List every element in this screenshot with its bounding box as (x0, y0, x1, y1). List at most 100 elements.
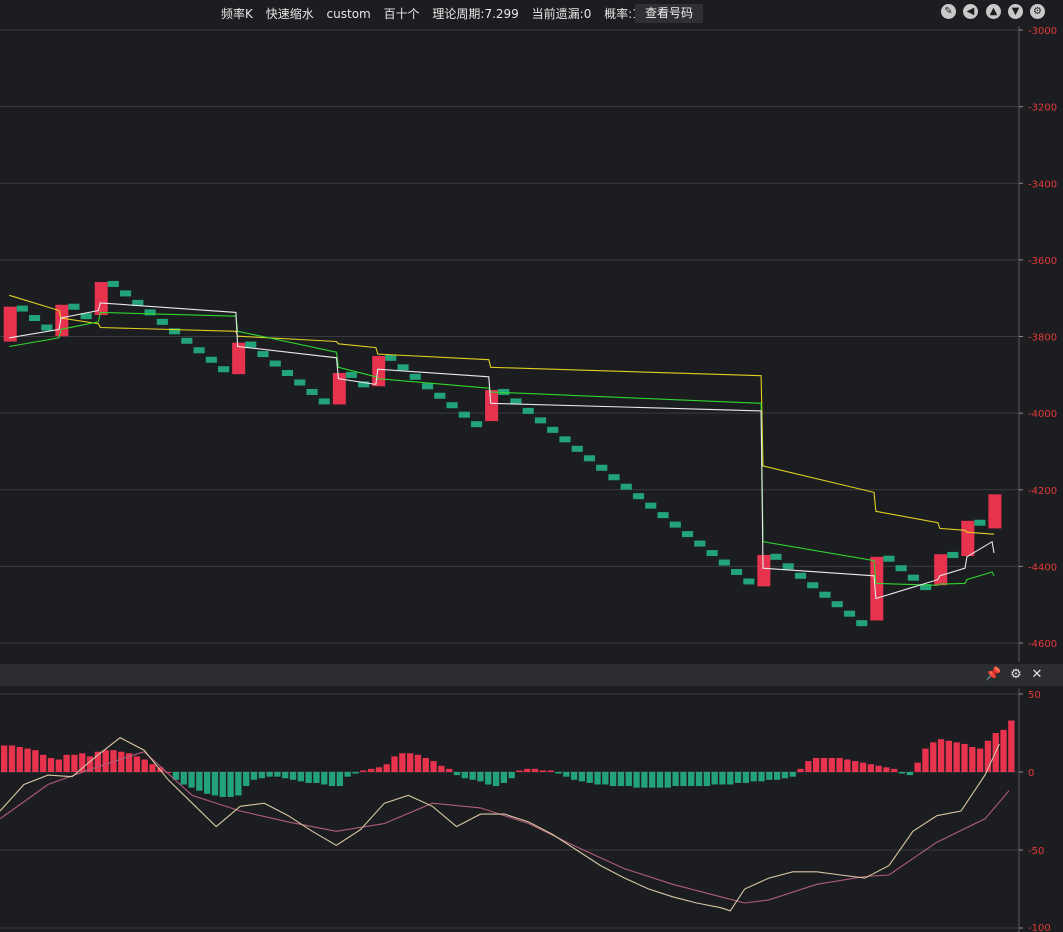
macd-bar-positive (430, 761, 437, 772)
down-box (68, 303, 80, 310)
macd-bar-positive (133, 756, 141, 772)
down-box (947, 551, 959, 558)
macd-bar-positive (836, 757, 843, 772)
macd-bar-positive (8, 745, 16, 772)
macd-bar-negative (321, 772, 328, 785)
main-y-axis: -3000 -3200 -3400 -3600 -3800 -4000 -4200 -4400… (1018, 26, 1057, 662)
macd-bar-negative (758, 772, 765, 782)
macd-bar-positive (71, 754, 78, 772)
down-box (718, 559, 730, 566)
macd-bar-positive (55, 759, 62, 772)
down-box (669, 521, 681, 528)
macd-bar-negative (297, 772, 304, 782)
macd-bar-positive (859, 762, 867, 772)
macd-bar-positive (1000, 729, 1007, 772)
info-method: 快速缩水 (265, 7, 314, 21)
macd-bar-positive (945, 740, 953, 772)
macd-bar-positive (407, 753, 414, 772)
up-column (94, 282, 108, 316)
info-frequency: 频率K (221, 7, 253, 21)
ma-green-line (9, 311, 995, 586)
down-box (743, 578, 755, 585)
macd-bar-negative (196, 772, 203, 791)
panel-settings-icon[interactable]: ⚙ (1010, 667, 1022, 682)
macd-bar-negative (750, 772, 757, 782)
down-box (193, 347, 205, 354)
down-box (620, 483, 632, 490)
down-box (458, 411, 470, 418)
macd-bar-negative (313, 772, 320, 783)
macd-bar-positive (375, 767, 383, 772)
macd-bar-positive (438, 765, 445, 772)
macd-bar-negative (555, 772, 562, 774)
macd-bar-negative (703, 772, 710, 787)
down-box (306, 388, 318, 395)
macd-bar-positive (875, 765, 882, 772)
down-box (269, 360, 281, 367)
down-box (409, 373, 421, 380)
down-box (807, 582, 819, 589)
down-box (119, 290, 132, 297)
macd-bar-negative (906, 772, 913, 776)
down-box (257, 351, 269, 358)
macd-bar-positive (1, 745, 8, 772)
macd-bar-negative (625, 772, 632, 787)
view-numbers-button[interactable]: 查看号码 (635, 4, 703, 23)
macd-bar-negative (610, 772, 617, 787)
macd-bar-positive (63, 754, 70, 772)
macd-bar-positive (47, 757, 55, 772)
down-box (706, 550, 718, 557)
ma-yellow-line (9, 294, 994, 535)
settings-icon[interactable]: ⚙ (1030, 4, 1045, 19)
close-icon[interactable]: ✕ (1031, 667, 1043, 682)
macd-bar-positive (360, 770, 367, 772)
y-tick-label: -4400 (1028, 562, 1057, 573)
macd-bar-positive (32, 750, 39, 772)
y-tick-label: -3600 (1028, 256, 1057, 267)
up-column (372, 355, 386, 387)
macd-bar-positive (524, 768, 531, 772)
macd-bar-negative (204, 772, 211, 794)
macd-bar-negative (344, 772, 351, 777)
macd-bar-negative (227, 772, 234, 797)
macd-bar-negative (469, 772, 476, 780)
down-box (819, 591, 831, 598)
edit-icon[interactable]: ✎ (941, 4, 956, 19)
down-box (358, 381, 370, 388)
macd-bar-negative (781, 772, 789, 779)
info-period: 理论周期:7.299 (432, 7, 519, 21)
macd-bar-positive (914, 762, 921, 772)
top-toolbar: 频率K 快速缩水 custom 百十个 理论周期:7.299 当前遗漏:0 概率… (0, 0, 1063, 26)
back-icon[interactable]: ◀ (963, 4, 978, 19)
macd-bar-negative (695, 772, 703, 787)
macd-bar-negative (305, 772, 312, 783)
y-tick-label: -4000 (1028, 409, 1057, 420)
up-column (988, 494, 1002, 529)
macd-bar-negative (274, 772, 281, 777)
down-box (281, 370, 294, 377)
macd-bar-negative (258, 772, 265, 779)
macd-bar-negative (617, 772, 625, 787)
down-icon[interactable]: ▼ (1008, 4, 1023, 19)
pin-icon[interactable]: 📌 (985, 667, 1002, 682)
down-box (446, 402, 458, 409)
macd-bar-negative (680, 772, 687, 787)
up-icon[interactable]: ▲ (986, 4, 1001, 19)
main-grid (0, 29, 1019, 644)
down-box (132, 299, 144, 306)
down-box (608, 474, 620, 481)
macd-bar-negative (633, 772, 640, 788)
macd-bar-positive (102, 750, 109, 772)
down-box (547, 426, 559, 433)
macd-bar-positive (1008, 720, 1015, 772)
macd-bar-negative (172, 772, 180, 780)
down-box (181, 337, 193, 344)
macd-bar-negative (492, 772, 500, 787)
macd-bar-negative (898, 772, 906, 774)
down-box (782, 563, 794, 570)
y-tick-label: -3400 (1028, 179, 1057, 190)
y-tick-label: -3000 (1028, 26, 1057, 37)
macd-bar-positive (984, 740, 992, 772)
macd-bar-positive (820, 757, 828, 772)
macd-bar-negative (711, 772, 718, 785)
